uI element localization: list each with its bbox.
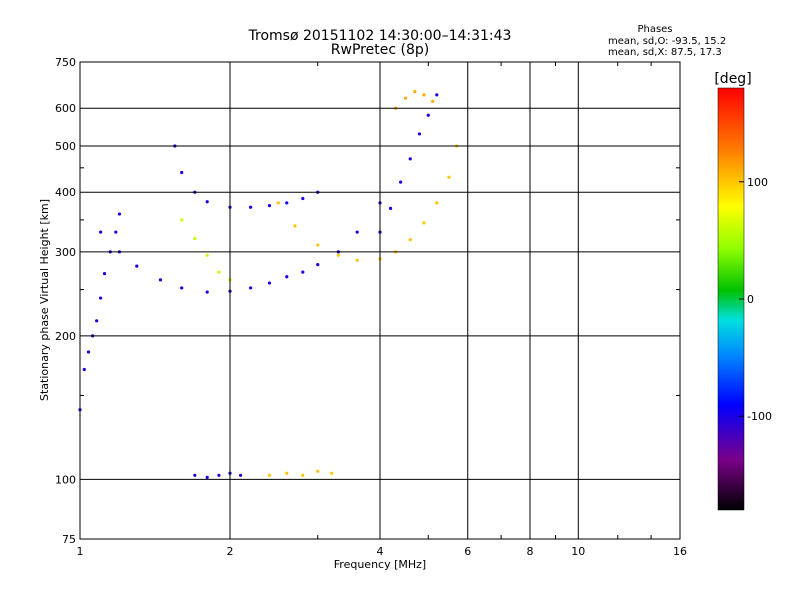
phases-line-o: mean, sd,O: -93.5, 15.2 (608, 36, 726, 47)
data-point (435, 201, 439, 205)
x-tick-label: 4 (377, 545, 384, 558)
data-point (422, 221, 426, 225)
data-point (408, 238, 412, 242)
data-point (316, 243, 320, 247)
data-point (205, 475, 209, 479)
x-tick-label: 1 (77, 545, 84, 558)
data-point (217, 473, 221, 477)
data-point (86, 350, 91, 354)
colorbar-tick-label: -100 (747, 410, 772, 423)
data-point (430, 99, 435, 104)
y-tick-label: 600 (55, 102, 76, 115)
data-point (285, 471, 289, 475)
chart-subtitle: RwPretec (8p) (331, 42, 429, 58)
y-tick-label: 750 (55, 56, 76, 69)
plot-frame (79, 61, 681, 540)
y-axis-label: Stationary phase Virtual Height [km] (38, 199, 51, 401)
data-point (180, 170, 184, 175)
data-point (205, 290, 209, 294)
data-point (158, 278, 163, 282)
colorbar-tick-label: 100 (747, 176, 768, 189)
data-point (301, 196, 305, 201)
data-point (217, 270, 221, 274)
data-point (285, 201, 289, 205)
x-axis-ticks: 1 2 4 6 8 10 16 (77, 62, 687, 558)
data-point (388, 206, 393, 210)
data-point (99, 296, 103, 300)
data-point (95, 319, 99, 323)
data-point (267, 203, 272, 208)
data-point (238, 473, 243, 477)
x-axis-label: Frequency [MHz] (334, 558, 426, 571)
data-point (293, 224, 297, 228)
data-point (193, 236, 197, 241)
data-point (276, 201, 280, 205)
data-point (285, 275, 289, 279)
data-point (205, 253, 209, 257)
chart-title: Tromsø 20151102 14:30:00–14:31:43 (248, 28, 512, 44)
data-point (205, 200, 209, 204)
x-tick-label: 10 (571, 545, 585, 558)
data-point (413, 90, 417, 94)
data-point (114, 230, 118, 234)
data-point (330, 471, 334, 475)
y-tick-label: 500 (55, 140, 76, 153)
y-tick-label: 200 (55, 330, 76, 343)
data-point (267, 281, 272, 285)
data-point (301, 473, 305, 477)
data-point (249, 286, 253, 290)
data-point (403, 96, 408, 100)
data-point (447, 175, 451, 179)
data-point (336, 253, 340, 257)
data-point (135, 264, 139, 268)
data-point (422, 93, 426, 97)
data-point (316, 469, 320, 473)
colorbar-ticks: 100 0 -100 (739, 176, 772, 423)
y-tick-label: 75 (62, 533, 76, 546)
y-tick-label: 100 (55, 473, 76, 486)
x-tick-label: 16 (673, 545, 687, 558)
y-tick-label: 300 (55, 246, 76, 259)
y-tick-label: 400 (55, 186, 76, 199)
data-point (355, 230, 359, 234)
data-point (99, 230, 103, 234)
data-point (426, 113, 430, 117)
gridlines (80, 62, 680, 539)
data-point (316, 263, 320, 267)
data-point (435, 93, 439, 97)
data-point (267, 473, 272, 477)
data-point (399, 180, 403, 184)
data-point (301, 270, 305, 274)
data-point (355, 258, 359, 262)
data-point (82, 367, 86, 372)
data-point (249, 205, 253, 209)
data-point (102, 272, 107, 276)
colorbar-label: [deg] (714, 71, 751, 87)
data-points (78, 90, 459, 479)
y-axis-ticks: 75 100 200 300 400 500 600 750 (55, 56, 680, 546)
data-point (408, 157, 412, 161)
data-point (180, 286, 184, 290)
data-point (180, 218, 184, 222)
colorbar-tick-label: 0 (747, 293, 754, 306)
data-point (193, 473, 197, 477)
x-tick-label: 2 (227, 545, 234, 558)
phases-line-x: mean, sd,X: 87.5, 17.3 (608, 47, 722, 58)
data-point (417, 132, 422, 136)
x-tick-label: 8 (527, 545, 534, 558)
data-point (117, 212, 122, 216)
x-tick-label: 6 (464, 545, 471, 558)
phases-title: Phases (637, 24, 672, 35)
